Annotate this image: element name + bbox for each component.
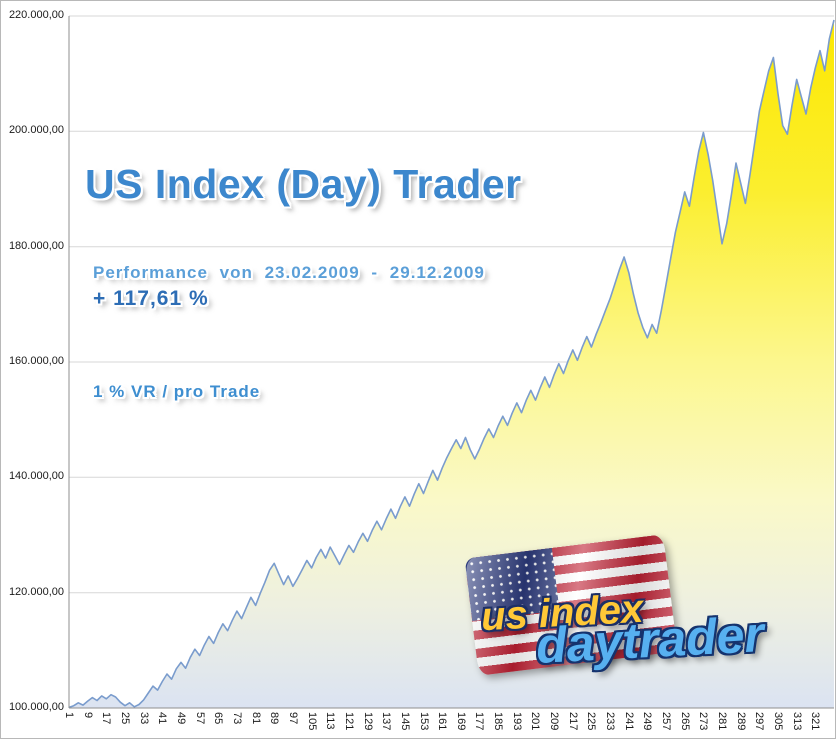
- x-axis-label: 265: [678, 712, 691, 731]
- y-axis-label: 200.000,00: [8, 124, 64, 137]
- y-axis-label: 120.000,00: [8, 585, 64, 598]
- x-axis-label: 113: [324, 712, 337, 730]
- x-axis-label: 25: [118, 712, 131, 725]
- x-axis-label: 305: [772, 712, 785, 731]
- risk-per-trade-text: 1 % VR / pro Trade: [93, 382, 261, 401]
- x-axis-label: 65: [212, 712, 225, 725]
- x-axis-label: 193: [510, 712, 523, 731]
- x-axis-label: 97: [286, 712, 299, 725]
- x-axis-label: 281: [716, 712, 729, 731]
- y-axis-label: 180.000,00: [8, 239, 64, 252]
- performance-period-text: Performance von 23.02.2009 - 29.12.2009: [93, 263, 485, 282]
- x-axis-label: 105: [305, 712, 318, 731]
- x-axis-label: 241: [622, 712, 635, 731]
- x-axis-label: 177: [473, 712, 486, 731]
- y-axis-label: 160.000,00: [8, 355, 64, 367]
- y-axis-label: 140.000,00: [8, 470, 64, 483]
- x-axis-label: 145: [398, 712, 411, 731]
- x-axis-label: 161: [436, 712, 449, 731]
- x-axis-label: 273: [697, 712, 710, 731]
- x-axis-label: 225: [585, 712, 598, 731]
- x-axis-label: 233: [604, 712, 617, 731]
- logo-text-daytrader: daytrader: [534, 606, 766, 674]
- x-axis-label: 185: [492, 712, 505, 731]
- x-axis-label: 297: [753, 712, 766, 731]
- x-axis-label: 89: [268, 712, 281, 725]
- x-axis-label: 1: [63, 712, 75, 719]
- x-axis-label: 33: [137, 712, 150, 725]
- x-axis-label: 289: [734, 712, 747, 731]
- performance-value-text: + 117,61 %: [93, 287, 209, 310]
- x-axis-label: 201: [529, 712, 542, 731]
- x-axis-label: 57: [193, 712, 206, 725]
- x-axis-label: 169: [454, 712, 467, 731]
- y-axis-label: 100.000,00: [8, 701, 64, 713]
- x-axis-label: 73: [230, 712, 243, 725]
- y-axis-label: 220.000,00: [8, 9, 64, 21]
- x-axis-label: 9: [81, 712, 94, 719]
- x-axis-label: 321: [809, 712, 822, 731]
- x-axis-label: 313: [790, 712, 803, 731]
- chart-title: US Index (Day) Trader: [85, 161, 522, 207]
- x-axis-label: 257: [660, 712, 673, 731]
- x-axis-label: 249: [641, 712, 654, 731]
- x-axis-label: 41: [156, 712, 169, 725]
- x-axis-label: 137: [380, 712, 393, 731]
- x-axis-label: 209: [548, 712, 561, 731]
- x-axis-label: 81: [249, 712, 262, 725]
- x-axis-label: 153: [417, 712, 430, 731]
- x-axis-label: 121: [342, 712, 355, 731]
- x-axis-label: 49: [174, 712, 187, 725]
- x-axis-label: 17: [100, 712, 113, 725]
- x-axis-label: 217: [566, 712, 579, 731]
- x-axis-label: 129: [361, 712, 374, 731]
